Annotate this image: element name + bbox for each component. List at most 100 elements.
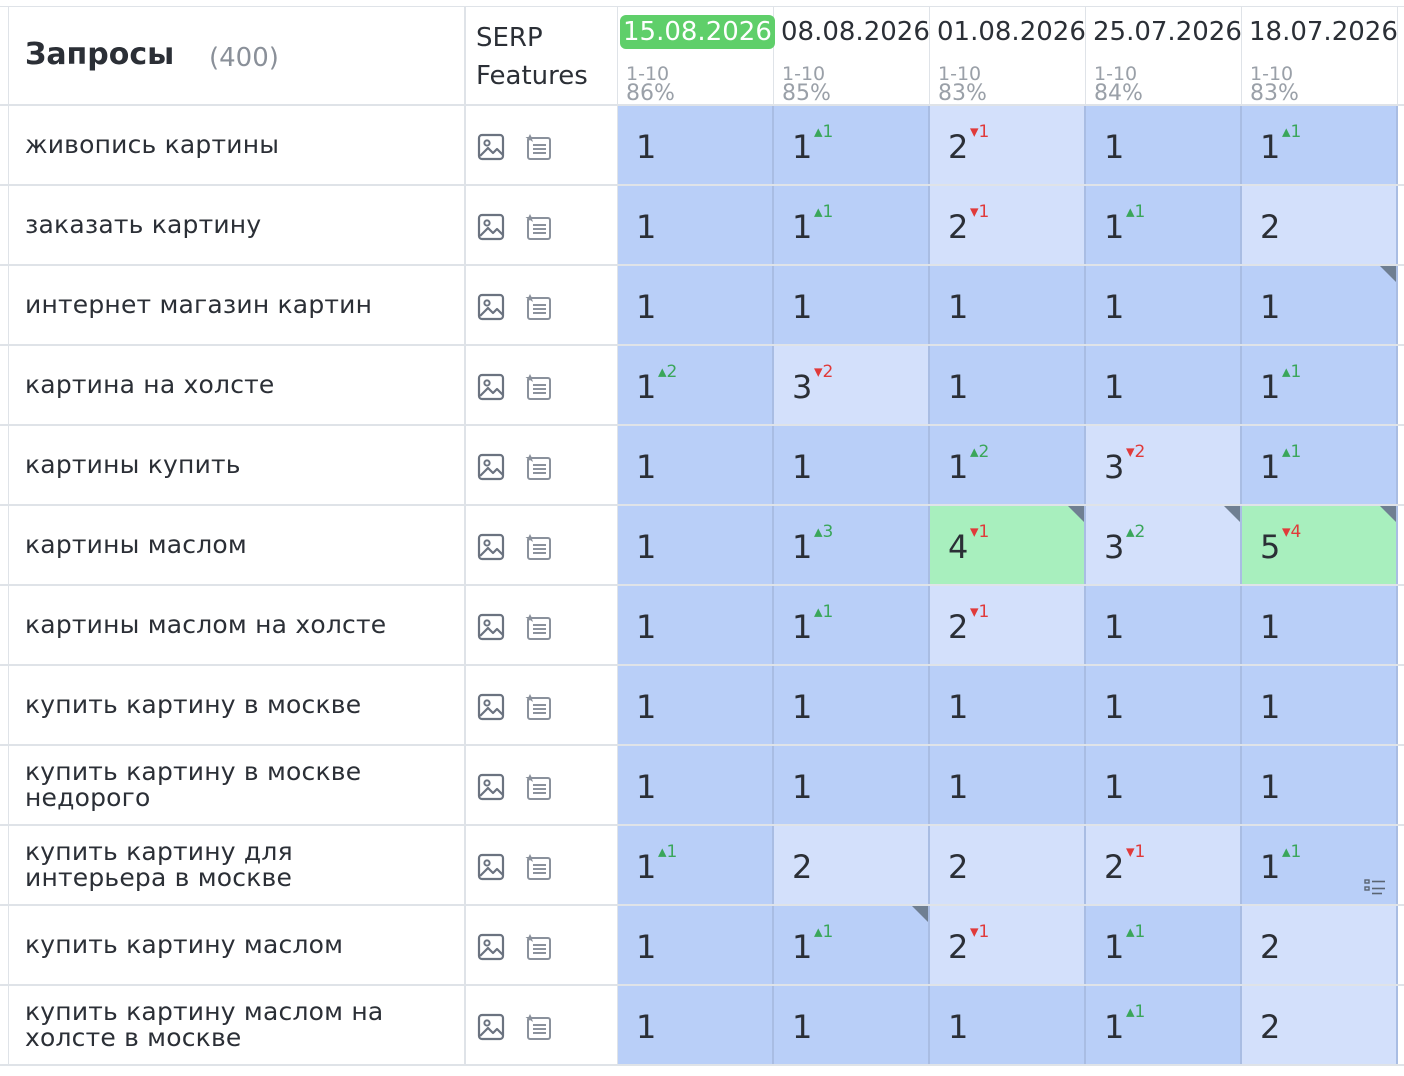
query-cell[interactable]: заказать картину (8, 186, 466, 264)
position-cell[interactable]: 1 (618, 586, 774, 664)
position-cell[interactable]: 1 ▴1 (1086, 986, 1242, 1064)
position-cell[interactable]: 1 (930, 266, 1086, 344)
position-cell[interactable]: 2 ▾1 (930, 186, 1086, 264)
position-cell[interactable]: 2 ▾1 (930, 906, 1086, 984)
position-cell[interactable]: 3 ▴2 (1086, 506, 1242, 584)
position-cell[interactable]: 1 ▴1 (774, 586, 930, 664)
position-cell[interactable]: 5 ▾4 (1242, 506, 1398, 584)
featured-snippet-icon[interactable] (524, 212, 554, 242)
query-cell[interactable]: купить картину маслом (8, 906, 466, 984)
position-cell[interactable]: 1 (1086, 746, 1242, 824)
featured-snippet-icon[interactable] (524, 932, 554, 962)
featured-snippet-icon[interactable] (524, 692, 554, 722)
query-text[interactable]: купить картину в москве недорого (25, 757, 362, 812)
featured-snippet-icon[interactable] (524, 132, 554, 162)
position-cell[interactable]: 1 (618, 906, 774, 984)
position-cell[interactable]: 4 ▾1 (930, 506, 1086, 584)
query-text[interactable]: картины маслом (25, 530, 247, 559)
position-cell[interactable]: 1 (618, 506, 774, 584)
image-icon[interactable] (476, 292, 506, 322)
position-cell[interactable]: 1 ▴2 (930, 426, 1086, 504)
date-label[interactable]: 01.08.2026 (937, 17, 1086, 47)
query-cell[interactable]: купить картину в москве (8, 666, 466, 744)
position-cell[interactable]: 2 (1242, 186, 1398, 264)
image-icon[interactable] (476, 612, 506, 642)
position-cell[interactable]: 3 ▾2 (1086, 426, 1242, 504)
position-cell[interactable]: 1 ▴1 (774, 186, 930, 264)
position-cell[interactable]: 1 (1242, 586, 1398, 664)
position-cell[interactable]: 1 (1086, 666, 1242, 744)
query-text[interactable]: картины купить (25, 450, 241, 479)
query-text[interactable]: купить картину для интерьера в москве (25, 837, 293, 892)
query-cell[interactable]: живопись картины (8, 106, 466, 184)
image-icon[interactable] (476, 132, 506, 162)
position-cell[interactable]: 1 (618, 746, 774, 824)
image-icon[interactable] (476, 532, 506, 562)
position-cell[interactable]: 1 (774, 266, 930, 344)
position-cell[interactable]: 3 ▾2 (774, 346, 930, 424)
position-cell[interactable]: 1 (1242, 266, 1398, 344)
position-cell[interactable]: 2 (774, 826, 930, 904)
position-cell[interactable]: 2 (1242, 986, 1398, 1064)
query-text[interactable]: купить картину маслом (25, 930, 344, 959)
image-icon[interactable] (476, 692, 506, 722)
image-icon[interactable] (476, 452, 506, 482)
featured-snippet-icon[interactable] (524, 772, 554, 802)
featured-snippet-icon[interactable] (524, 452, 554, 482)
position-cell[interactable]: 1 (1086, 266, 1242, 344)
position-cell[interactable]: 1 (1242, 666, 1398, 744)
date-column-header[interactable]: 18.07.2026 1-10 83% (1242, 7, 1398, 106)
query-text[interactable]: купить картину маслом на холсте в москве (25, 997, 384, 1052)
position-cell[interactable]: 1 (930, 746, 1086, 824)
query-text[interactable]: интернет магазин картин (25, 290, 373, 319)
position-cell[interactable]: 1 (774, 746, 930, 824)
position-cell[interactable]: 1 (1086, 106, 1242, 184)
position-cell[interactable]: 2 (1242, 906, 1398, 984)
position-cell[interactable]: 1 (930, 986, 1086, 1064)
position-cell[interactable]: 1 ▴1 (774, 106, 930, 184)
query-text[interactable]: заказать картину (25, 210, 262, 239)
image-icon[interactable] (476, 372, 506, 402)
note-icon[interactable] (1364, 878, 1386, 896)
featured-snippet-icon[interactable] (524, 1012, 554, 1042)
position-cell[interactable]: 1 (774, 986, 930, 1064)
position-cell[interactable]: 1 ▴1 (1242, 826, 1398, 904)
date-label[interactable]: 25.07.2026 (1093, 17, 1242, 47)
image-icon[interactable] (476, 852, 506, 882)
position-cell[interactable]: 1 ▴1 (1242, 426, 1398, 504)
position-cell[interactable]: 1 ▴1 (1242, 346, 1398, 424)
featured-snippet-icon[interactable] (524, 292, 554, 322)
position-cell[interactable]: 1 (618, 186, 774, 264)
position-cell[interactable]: 1 ▴1 (774, 906, 930, 984)
date-column-header[interactable]: 01.08.2026 1-10 83% (930, 7, 1086, 106)
date-label[interactable]: 15.08.2026 (620, 15, 775, 49)
position-cell[interactable]: 1 ▴1 (618, 826, 774, 904)
position-cell[interactable]: 1 ▴1 (1086, 186, 1242, 264)
position-cell[interactable]: 1 ▴2 (618, 346, 774, 424)
queries-column-header[interactable]: Запросы (400) (8, 7, 466, 104)
query-cell[interactable]: купить картину для интерьера в москве (8, 826, 466, 904)
position-cell[interactable]: 1 (618, 426, 774, 504)
featured-snippet-icon[interactable] (524, 532, 554, 562)
position-cell[interactable]: 1 (618, 986, 774, 1064)
position-cell[interactable]: 1 ▴1 (1242, 106, 1398, 184)
position-cell[interactable]: 1 (930, 666, 1086, 744)
position-cell[interactable]: 1 (1086, 346, 1242, 424)
query-cell[interactable]: картины купить (8, 426, 466, 504)
date-column-header[interactable]: 25.07.2026 1-10 84% (1086, 7, 1242, 106)
position-cell[interactable]: 1 ▴1 (1086, 906, 1242, 984)
query-text[interactable]: картина на холсте (25, 370, 275, 399)
query-cell[interactable]: купить картину маслом на холсте в москве (8, 986, 466, 1064)
position-cell[interactable]: 1 ▴3 (774, 506, 930, 584)
featured-snippet-icon[interactable] (524, 612, 554, 642)
date-column-header[interactable]: 08.08.2026 1-10 85% (774, 7, 930, 106)
date-label[interactable]: 18.07.2026 (1249, 17, 1398, 47)
featured-snippet-icon[interactable] (524, 852, 554, 882)
position-cell[interactable]: 2 ▾1 (930, 586, 1086, 664)
image-icon[interactable] (476, 772, 506, 802)
image-icon[interactable] (476, 1012, 506, 1042)
query-text[interactable]: живопись картины (25, 130, 280, 159)
query-cell[interactable]: купить картину в москве недорого (8, 746, 466, 824)
position-cell[interactable]: 1 (1242, 746, 1398, 824)
date-label[interactable]: 08.08.2026 (781, 17, 930, 47)
